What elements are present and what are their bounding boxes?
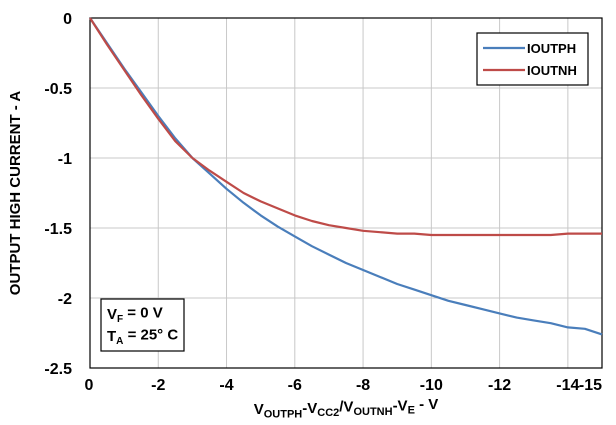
legend: IOUTPH IOUTNH — [476, 32, 589, 86]
x-tick-label: -15 — [579, 377, 602, 394]
y-tick-label: 0 — [63, 11, 72, 28]
x-tick-label: -2 — [151, 377, 165, 394]
x-tick-label: -12 — [488, 377, 511, 394]
y-tick-label: -2.5 — [44, 361, 72, 378]
legend-box — [476, 32, 589, 86]
y-tick-label: -1.5 — [44, 221, 72, 238]
plot-area-frame — [89, 17, 603, 369]
series-line-ioutnh — [89, 17, 602, 237]
series-layer — [89, 17, 603, 336]
y-tick-label: -1 — [58, 151, 72, 168]
x-tick-label: -6 — [288, 377, 302, 394]
annotation-box — [100, 298, 185, 352]
x-axis-tick-labels: 0 -2 -4 -6 -8 -10 -12 -14 -15 — [85, 377, 603, 394]
x-tick-label: -14 — [556, 377, 579, 394]
x-axis-title: VOUTPH-VCC2/VOUTNH-VE - V — [254, 396, 439, 420]
y-axis-tick-labels: 0 -0.5 -1 -1.5 -2 -2.5 — [44, 11, 72, 378]
annotation-line: VF = 0 V — [107, 305, 163, 326]
y-tick-label: -0.5 — [44, 81, 72, 98]
legend-label: IOUTNH — [527, 63, 577, 78]
x-tick-label: -10 — [420, 377, 443, 394]
y-tick-label: -2 — [58, 291, 72, 308]
series-line-ioutph — [89, 17, 603, 336]
y-axis-title: OUTPUT HIGH CURRENT - A — [7, 91, 24, 296]
x-tick-label: -8 — [356, 377, 370, 394]
legend-label: IOUTPH — [527, 41, 576, 56]
x-tick-label: -4 — [219, 377, 233, 394]
x-tick-label: 0 — [85, 377, 94, 394]
annotation-line: TA = 25° C — [107, 327, 178, 348]
conditions-annotation: VF = 0 VTA = 25° C — [100, 298, 185, 352]
